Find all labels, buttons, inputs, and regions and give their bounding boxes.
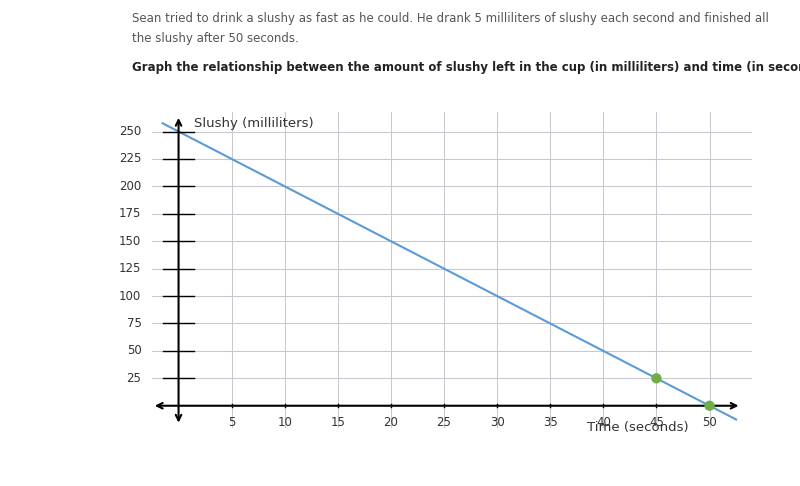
Text: 10: 10 (278, 416, 292, 429)
Point (703, 402, 716, 410)
Text: 50: 50 (702, 416, 717, 429)
Text: 15: 15 (330, 416, 346, 429)
Text: 35: 35 (543, 416, 558, 429)
Text: 125: 125 (119, 262, 142, 275)
Text: 250: 250 (119, 125, 142, 138)
Text: Time (seconds): Time (seconds) (586, 421, 688, 434)
Text: Slushy (milliliters): Slushy (milliliters) (194, 117, 314, 130)
Text: 75: 75 (126, 317, 142, 330)
Text: 45: 45 (649, 416, 664, 429)
Text: 30: 30 (490, 416, 505, 429)
Text: Graph the relationship between the amount of slushy left in the cup (in millilit: Graph the relationship between the amoun… (132, 61, 800, 74)
Text: 100: 100 (119, 290, 142, 303)
Text: 25: 25 (126, 372, 142, 385)
Text: 40: 40 (596, 416, 610, 429)
Text: the slushy after 50 seconds.: the slushy after 50 seconds. (132, 32, 298, 45)
Text: 50: 50 (126, 345, 142, 357)
Text: Sean tried to drink a slushy as fast as he could. He drank 5 milliliters of slus: Sean tried to drink a slushy as fast as … (132, 12, 769, 25)
Text: 25: 25 (437, 416, 451, 429)
Text: 150: 150 (119, 235, 142, 248)
Text: 20: 20 (383, 416, 398, 429)
Text: 5: 5 (228, 416, 235, 429)
Point (650, 374, 663, 382)
Text: 200: 200 (119, 180, 142, 193)
Text: 225: 225 (119, 153, 142, 165)
Text: 175: 175 (119, 208, 142, 220)
